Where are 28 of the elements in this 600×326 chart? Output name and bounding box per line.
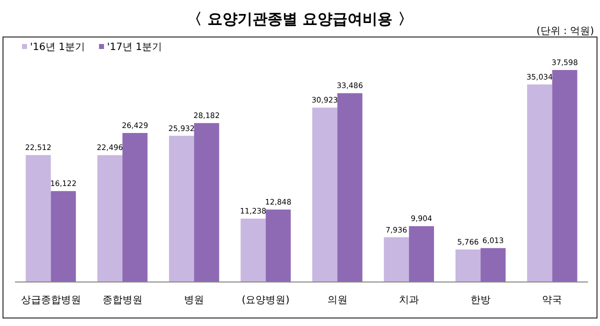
x-tick-label: (요양병원) [242,295,290,306]
legend-label: '17년 1분기 [107,42,162,53]
bar [527,84,552,282]
bar [97,155,122,282]
bar [266,210,291,282]
bar [552,70,578,282]
bar [168,136,194,282]
x-tick-label: 한방 [470,295,491,306]
bar [384,237,409,282]
bar [26,155,51,282]
bar [50,191,76,282]
bar [337,93,362,282]
bar [480,248,506,282]
x-tick-label: 병원 [184,295,204,306]
x-tick-label: 약국 [542,295,562,306]
bar [122,132,148,282]
legend-label: '16년 1분기 [30,42,86,53]
bar [240,218,266,282]
bar [408,226,434,282]
chart-subtitle: (단위 : 억원) [536,26,594,37]
x-tick-label: 의원 [327,295,348,306]
bar [312,108,338,282]
chart-title: 〈 요양기관종별 요양급여비용 〉 [187,10,413,28]
bar [455,249,481,282]
x-tick-label: 종합병원 [102,295,142,306]
x-tick-label: 치과 [398,295,419,306]
x-tick-label: 상급종합병원 [20,295,81,306]
bar [194,123,220,282]
